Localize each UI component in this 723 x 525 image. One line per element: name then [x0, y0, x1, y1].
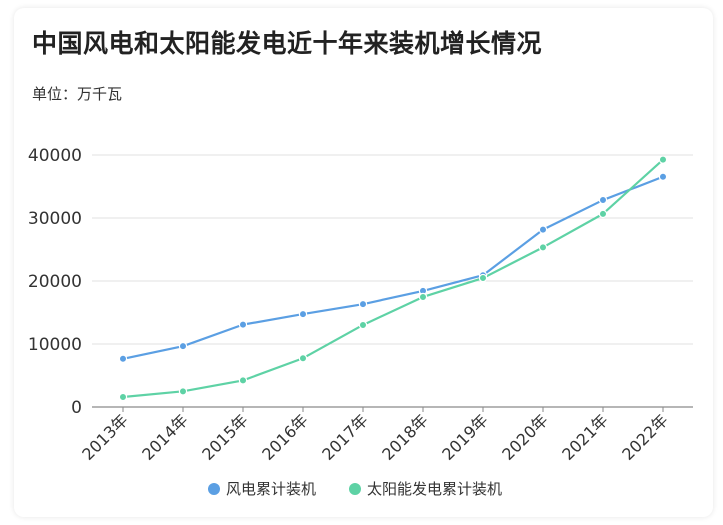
x-tick-label: 2018年: [378, 410, 432, 464]
unit-label: 单位：万千瓦: [32, 85, 123, 103]
data-point[interactable]: [658, 155, 668, 164]
x-tick-label: 2016年: [258, 410, 312, 464]
x-tick-label: 2017年: [318, 410, 372, 464]
series-line-0: [122, 175, 664, 360]
x-tick-label: 2022年: [618, 410, 672, 464]
data-point[interactable]: [658, 172, 668, 181]
legend-label[interactable]: 风电累计装机: [226, 480, 316, 498]
data-point[interactable]: [538, 225, 548, 234]
data-point[interactable]: [418, 292, 428, 302]
x-tick-label: 2021年: [558, 410, 612, 464]
legend: 风电累计装机 太阳能发电累计装机: [208, 480, 502, 498]
data-point[interactable]: [358, 320, 368, 330]
data-point[interactable]: [298, 354, 308, 363]
chart-title: 中国风电和太阳能发电近十年来装机增长情况: [32, 29, 543, 58]
y-tick-label: 20000: [28, 272, 82, 292]
data-point[interactable]: [358, 299, 368, 309]
x-tick-label: 2013年: [78, 410, 132, 464]
data-point[interactable]: [178, 341, 188, 351]
data-point[interactable]: [298, 309, 308, 319]
legend-marker: [208, 483, 220, 495]
y-tick-label: 10000: [28, 335, 82, 355]
series-line-1: [122, 158, 664, 399]
y-tick-label: 40000: [28, 146, 82, 166]
data-point[interactable]: [118, 392, 128, 402]
data-point[interactable]: [178, 387, 188, 396]
y-tick-label: 0: [71, 398, 82, 418]
chart-card: [14, 8, 713, 517]
data-point[interactable]: [598, 209, 608, 219]
y-tick-label: 30000: [28, 209, 82, 229]
data-point[interactable]: [598, 195, 608, 205]
data-point[interactable]: [478, 273, 488, 283]
data-point[interactable]: [538, 243, 548, 252]
legend-label[interactable]: 太阳能发电累计装机: [367, 480, 502, 498]
data-point[interactable]: [238, 376, 248, 385]
legend-marker: [349, 483, 361, 495]
x-tick-label: 2019年: [438, 410, 492, 464]
data-point[interactable]: [238, 320, 248, 329]
x-tick-label: 2015年: [198, 410, 252, 464]
x-tick-label: 2014年: [138, 410, 192, 464]
x-tick-label: 2020年: [498, 410, 552, 464]
series-lines: [122, 158, 664, 399]
data-point[interactable]: [118, 354, 128, 363]
data-points: [118, 155, 668, 402]
grid-lines: [92, 154, 693, 345]
